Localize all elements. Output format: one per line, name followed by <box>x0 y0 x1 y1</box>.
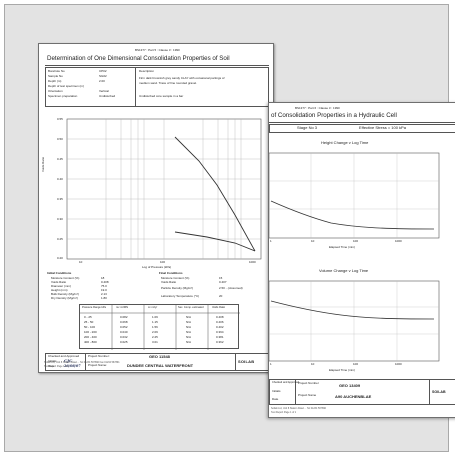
chart1-x-label: Elapsed Time (min) <box>329 245 355 249</box>
hydraulic-cell-report-sheet: BS1377 : Part 6 : Clause 3 : 1990 of Con… <box>268 102 455 418</box>
date-signature: 26/08/07 <box>64 364 81 368</box>
initials-signature: CJC <box>64 358 73 363</box>
standard-reference: BS1377 : Part 6 : Clause 3 : 1990 <box>295 106 340 110</box>
soilab-logo: SOILAB <box>238 359 255 364</box>
initials-label: Initials <box>48 359 57 363</box>
soilab-logo: SOILAB <box>432 390 446 394</box>
initial-conditions-heading: Initial Conditions <box>47 271 72 275</box>
height-change-chart-title: Height Change v Log Time <box>321 140 369 145</box>
project-number: GEO 11548 <box>149 354 170 359</box>
height-change-curve <box>270 200 435 230</box>
results-table: Pressure Range kPa mv m²/MN cv m²/yr Sec… <box>79 304 240 350</box>
checked-label: Checked and Approved <box>272 381 299 384</box>
description-line-1: Firm dark brownish grey sandy CLAY with … <box>139 76 225 80</box>
back-footer-address: Soilab Ltd, Unit 8 Station Road ... Tel … <box>44 361 120 364</box>
specimen-remark: Undisturbed core sample in a bar <box>139 94 184 98</box>
report-title: Determination of One Dimensional Consoli… <box>47 55 230 62</box>
y-axis-label: Voids Ratio <box>41 156 45 172</box>
project-name: DUNDEE CENTRAL WATERFRONT <box>127 363 194 368</box>
project-name-label: Project Name: <box>88 363 108 367</box>
signoff-strip <box>269 379 455 405</box>
stage-label: Stage No 3 <box>297 125 318 130</box>
project-number-label: Project Number <box>298 381 319 385</box>
volume-change-curve <box>270 300 435 320</box>
date-label: Date <box>48 364 55 368</box>
volume-change-chart <box>269 280 440 362</box>
loading-curve <box>174 136 256 252</box>
x-axis-label: Log of Pressure (kPa) <box>142 265 172 269</box>
sample-info-box <box>45 67 269 107</box>
description-line-2: medium sand. Trace of fine rounded grave… <box>139 81 197 85</box>
consolidation-report-sheet: BS1377 : Part 5 : Clause 3 : 1990 Determ… <box>38 43 274 373</box>
back-footer-page: Test Report Page 1 of 1 <box>44 365 70 368</box>
unloading-curve <box>174 231 256 252</box>
report-title: of Consolidation Properties in a Hydraul… <box>271 112 397 119</box>
project-number-label: Project Number: <box>88 354 110 358</box>
project-name-label: Project Name <box>298 393 317 397</box>
consolidation-chart <box>66 118 262 260</box>
footer-page: Test Report Page 1 of 1 <box>271 411 297 414</box>
project-number: GEO 13409 <box>339 383 361 388</box>
final-conditions-heading: Final Conditions <box>159 271 183 275</box>
height-change-chart <box>269 152 440 239</box>
project-name: A90 AUCHENBLAE <box>335 394 372 399</box>
effective-stress-label: Effective Stress = 100 kPa <box>359 125 406 130</box>
footer-address: Soilab Ltd, Unit 8 Station Road ... Tel … <box>271 407 326 410</box>
volume-change-chart-title: Volume Change v Log Time <box>319 268 369 273</box>
checked-label: Checked and Approved <box>48 354 80 358</box>
description-label: Description <box>139 69 155 73</box>
standard-reference: BS1377 : Part 5 : Clause 3 : 1990 <box>135 48 180 52</box>
chart2-x-label: Elapsed Time (min) <box>329 368 355 372</box>
initials-label: Initials <box>272 389 281 393</box>
date-label: Date <box>272 397 279 401</box>
stage-info-box <box>269 124 455 133</box>
